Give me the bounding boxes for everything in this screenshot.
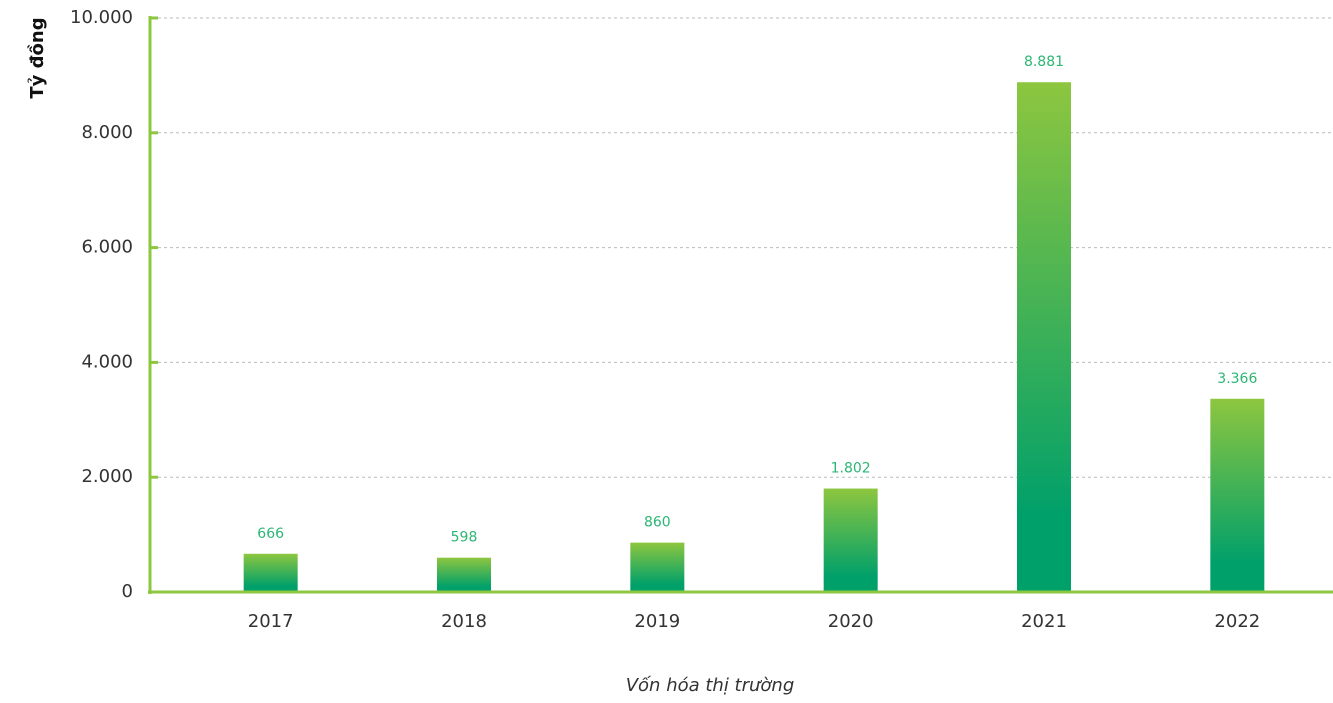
x-tick-label: 2019	[634, 611, 680, 632]
y-tick-label: 10.000	[70, 7, 133, 28]
y-tick-label: 6.000	[81, 237, 133, 258]
y-tick-label: 2.000	[81, 466, 133, 487]
x-tick-label: 2021	[1021, 611, 1067, 632]
bar	[823, 488, 878, 592]
y-axis-label: Tỷ đồng	[27, 17, 48, 98]
x-tick-label: 2018	[441, 611, 487, 632]
bar	[437, 557, 491, 592]
x-tick-label: 2022	[1214, 611, 1260, 632]
value-label: 1.802	[831, 461, 871, 477]
y-tick-label: 4.000	[81, 351, 133, 372]
value-label: 666	[257, 526, 284, 542]
bar	[1210, 398, 1265, 592]
bar	[1017, 82, 1071, 593]
value-label: 8.881	[1024, 54, 1064, 70]
value-label: 598	[451, 530, 478, 546]
bar	[243, 553, 298, 592]
value-label: 3.366	[1217, 371, 1257, 387]
y-tick-label: 0	[122, 581, 133, 602]
value-label: 860	[644, 515, 671, 531]
x-tick-label: 2017	[248, 611, 294, 632]
y-tick-label: 8.000	[81, 122, 133, 143]
x-tick-label: 2020	[828, 611, 874, 632]
bar	[630, 542, 685, 592]
x-axis-label: Vốn hóa thị trường	[626, 675, 795, 696]
